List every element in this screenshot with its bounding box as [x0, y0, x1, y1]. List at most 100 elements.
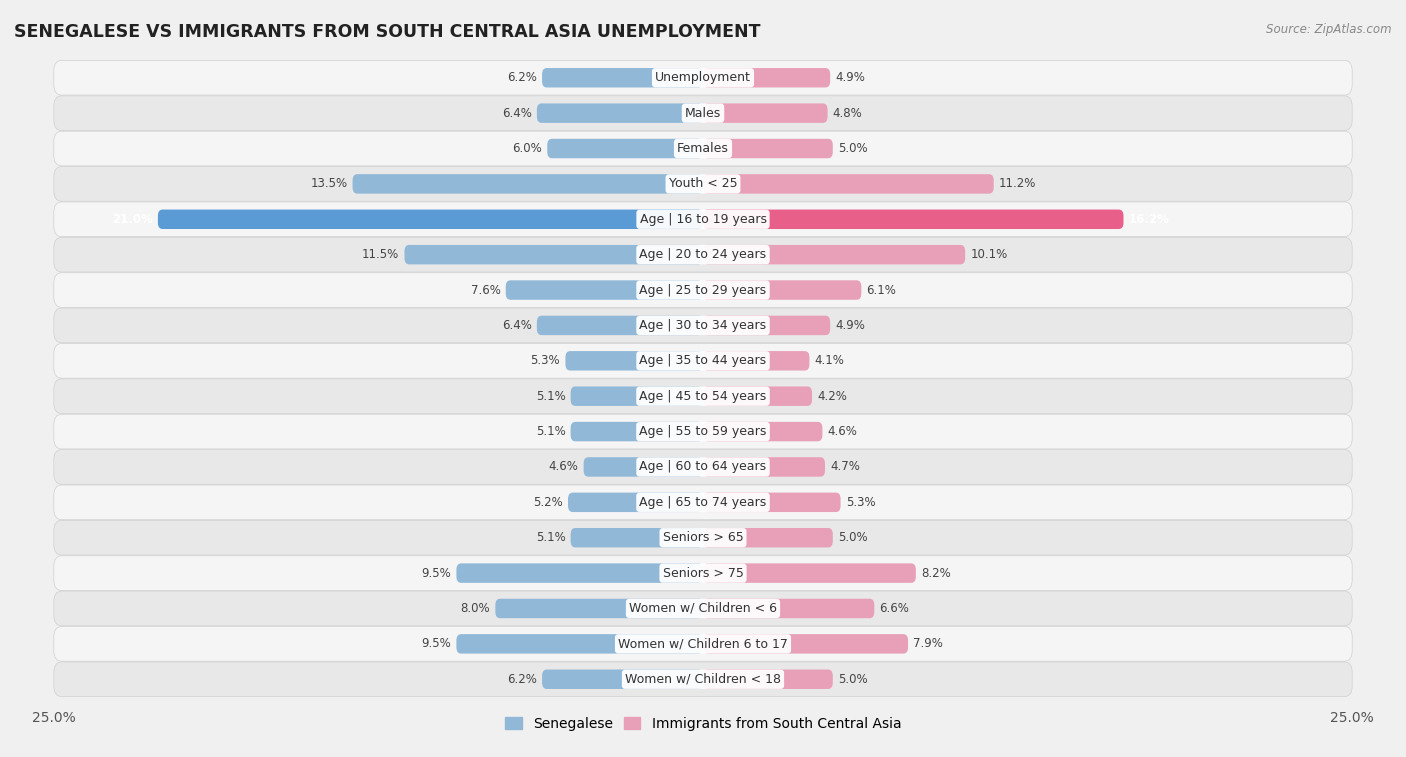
FancyBboxPatch shape — [53, 273, 1353, 307]
FancyBboxPatch shape — [703, 174, 994, 194]
FancyBboxPatch shape — [703, 316, 830, 335]
FancyBboxPatch shape — [547, 139, 703, 158]
Text: 10.1%: 10.1% — [970, 248, 1008, 261]
Text: 9.5%: 9.5% — [422, 566, 451, 580]
FancyBboxPatch shape — [703, 139, 832, 158]
FancyBboxPatch shape — [703, 245, 965, 264]
Text: 5.0%: 5.0% — [838, 142, 868, 155]
Text: 7.6%: 7.6% — [471, 284, 501, 297]
Text: 5.3%: 5.3% — [530, 354, 560, 367]
Text: Age | 60 to 64 years: Age | 60 to 64 years — [640, 460, 766, 473]
Text: 4.7%: 4.7% — [830, 460, 860, 473]
FancyBboxPatch shape — [703, 599, 875, 618]
FancyBboxPatch shape — [53, 556, 1353, 590]
Text: 16.2%: 16.2% — [1129, 213, 1170, 226]
FancyBboxPatch shape — [53, 378, 1353, 413]
Text: 8.2%: 8.2% — [921, 566, 950, 580]
FancyBboxPatch shape — [405, 245, 703, 264]
Text: Age | 35 to 44 years: Age | 35 to 44 years — [640, 354, 766, 367]
FancyBboxPatch shape — [703, 387, 813, 406]
FancyBboxPatch shape — [703, 457, 825, 477]
Text: SENEGALESE VS IMMIGRANTS FROM SOUTH CENTRAL ASIA UNEMPLOYMENT: SENEGALESE VS IMMIGRANTS FROM SOUTH CENT… — [14, 23, 761, 41]
FancyBboxPatch shape — [703, 634, 908, 653]
Text: 11.5%: 11.5% — [363, 248, 399, 261]
FancyBboxPatch shape — [565, 351, 703, 370]
Text: Seniors > 65: Seniors > 65 — [662, 531, 744, 544]
Text: Age | 45 to 54 years: Age | 45 to 54 years — [640, 390, 766, 403]
Text: 5.1%: 5.1% — [536, 390, 565, 403]
FancyBboxPatch shape — [506, 280, 703, 300]
FancyBboxPatch shape — [703, 210, 1123, 229]
FancyBboxPatch shape — [571, 387, 703, 406]
Text: 4.6%: 4.6% — [548, 460, 578, 473]
Text: 6.0%: 6.0% — [512, 142, 543, 155]
FancyBboxPatch shape — [571, 528, 703, 547]
Text: 6.4%: 6.4% — [502, 107, 531, 120]
FancyBboxPatch shape — [53, 450, 1353, 484]
Text: Females: Females — [678, 142, 728, 155]
Text: Age | 20 to 24 years: Age | 20 to 24 years — [640, 248, 766, 261]
Text: 4.1%: 4.1% — [814, 354, 845, 367]
FancyBboxPatch shape — [703, 280, 862, 300]
FancyBboxPatch shape — [53, 61, 1353, 95]
Text: Age | 25 to 29 years: Age | 25 to 29 years — [640, 284, 766, 297]
FancyBboxPatch shape — [53, 485, 1353, 519]
Text: 6.6%: 6.6% — [880, 602, 910, 615]
FancyBboxPatch shape — [537, 316, 703, 335]
FancyBboxPatch shape — [703, 669, 832, 689]
Text: 11.2%: 11.2% — [998, 177, 1036, 191]
Text: 5.1%: 5.1% — [536, 531, 565, 544]
FancyBboxPatch shape — [543, 669, 703, 689]
Text: 4.2%: 4.2% — [817, 390, 846, 403]
FancyBboxPatch shape — [157, 210, 703, 229]
FancyBboxPatch shape — [583, 457, 703, 477]
FancyBboxPatch shape — [703, 422, 823, 441]
Text: 13.5%: 13.5% — [311, 177, 347, 191]
FancyBboxPatch shape — [457, 563, 703, 583]
FancyBboxPatch shape — [703, 528, 832, 547]
Text: 6.2%: 6.2% — [508, 673, 537, 686]
Text: Age | 30 to 34 years: Age | 30 to 34 years — [640, 319, 766, 332]
FancyBboxPatch shape — [571, 422, 703, 441]
Text: 6.1%: 6.1% — [866, 284, 897, 297]
Text: 5.0%: 5.0% — [838, 673, 868, 686]
Text: 9.5%: 9.5% — [422, 637, 451, 650]
Text: 5.3%: 5.3% — [846, 496, 876, 509]
Text: 4.8%: 4.8% — [832, 107, 862, 120]
Text: Unemployment: Unemployment — [655, 71, 751, 84]
FancyBboxPatch shape — [53, 627, 1353, 661]
Text: Age | 65 to 74 years: Age | 65 to 74 years — [640, 496, 766, 509]
Legend: Senegalese, Immigrants from South Central Asia: Senegalese, Immigrants from South Centra… — [499, 711, 907, 736]
Text: Seniors > 75: Seniors > 75 — [662, 566, 744, 580]
FancyBboxPatch shape — [53, 662, 1353, 696]
FancyBboxPatch shape — [53, 96, 1353, 130]
Text: Women w/ Children < 6: Women w/ Children < 6 — [628, 602, 778, 615]
Text: 21.0%: 21.0% — [112, 213, 153, 226]
FancyBboxPatch shape — [53, 344, 1353, 378]
Text: Youth < 25: Youth < 25 — [669, 177, 737, 191]
FancyBboxPatch shape — [353, 174, 703, 194]
FancyBboxPatch shape — [53, 520, 1353, 555]
Text: 8.0%: 8.0% — [461, 602, 491, 615]
FancyBboxPatch shape — [53, 414, 1353, 449]
Text: 5.2%: 5.2% — [533, 496, 562, 509]
FancyBboxPatch shape — [703, 493, 841, 512]
Text: Males: Males — [685, 107, 721, 120]
FancyBboxPatch shape — [703, 351, 810, 370]
FancyBboxPatch shape — [53, 591, 1353, 626]
Text: Source: ZipAtlas.com: Source: ZipAtlas.com — [1267, 23, 1392, 36]
Text: 6.4%: 6.4% — [502, 319, 531, 332]
FancyBboxPatch shape — [703, 68, 830, 88]
FancyBboxPatch shape — [53, 131, 1353, 166]
Text: 5.1%: 5.1% — [536, 425, 565, 438]
Text: 7.9%: 7.9% — [914, 637, 943, 650]
FancyBboxPatch shape — [53, 308, 1353, 343]
Text: 6.2%: 6.2% — [508, 71, 537, 84]
FancyBboxPatch shape — [703, 563, 915, 583]
Text: 4.9%: 4.9% — [835, 319, 865, 332]
FancyBboxPatch shape — [543, 68, 703, 88]
FancyBboxPatch shape — [568, 493, 703, 512]
Text: Age | 16 to 19 years: Age | 16 to 19 years — [640, 213, 766, 226]
FancyBboxPatch shape — [457, 634, 703, 653]
Text: Women w/ Children < 18: Women w/ Children < 18 — [626, 673, 780, 686]
